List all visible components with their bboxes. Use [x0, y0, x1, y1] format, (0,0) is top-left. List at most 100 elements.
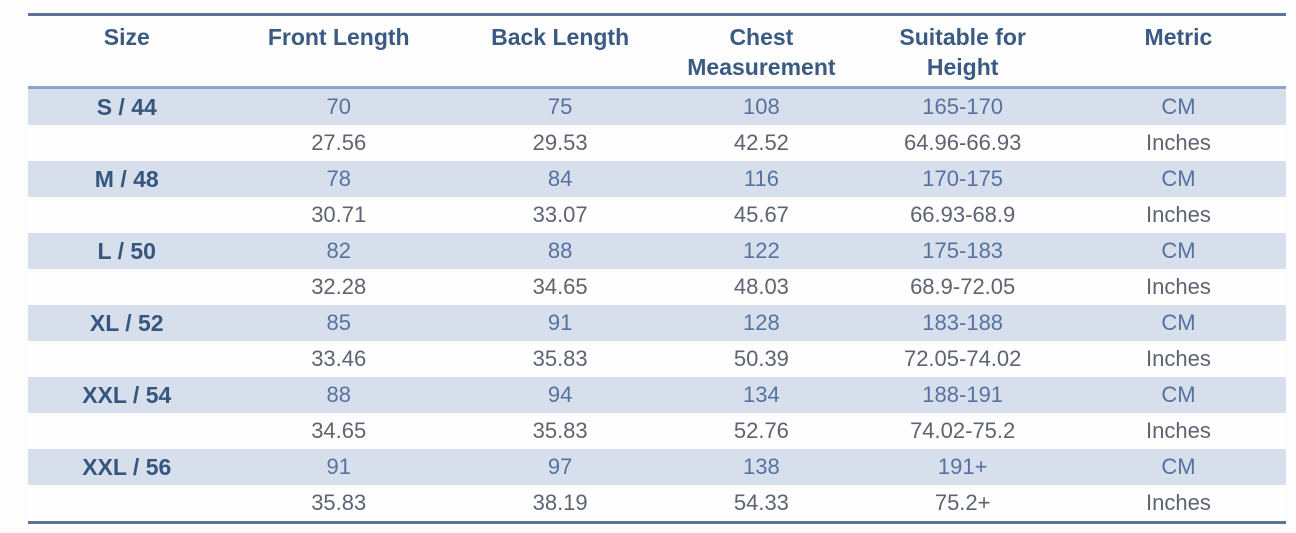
table-row: XXL / 54 88 94 134 188-191 CM: [28, 377, 1286, 413]
back-cell: 94: [547, 382, 573, 407]
metric-cell: CM: [1161, 166, 1196, 191]
size-cell: XXL / 56: [82, 453, 172, 480]
chest-cell: 50.39: [733, 346, 789, 371]
col-header-front-length: Front Length: [225, 16, 452, 89]
table-row: 30.71 33.07 45.67 66.93-68.9 Inches: [28, 197, 1286, 233]
front-cell: 34.65: [311, 418, 367, 443]
front-cell: 30.71: [311, 202, 367, 227]
table-row: XXL / 56 91 97 138 191+ CM: [28, 449, 1286, 485]
size-cell: XXL / 54: [82, 381, 172, 408]
size-cell: [28, 125, 226, 161]
back-cell: 91: [547, 310, 573, 335]
metric-cell: Inches: [1146, 274, 1211, 299]
table-row: S / 44 70 75 108 165-170 CM: [28, 87, 1286, 125]
height-cell: 68.9-72.05: [910, 274, 1016, 299]
col-header-size: Size: [28, 16, 226, 89]
col-header-suitable-for-height: Suitable for Height: [854, 16, 1071, 89]
metric-cell: Inches: [1146, 202, 1211, 227]
front-cell: 78: [326, 166, 351, 191]
front-cell: 32.28: [311, 274, 367, 299]
height-cell: 191+: [937, 454, 988, 479]
back-cell: 29.53: [532, 130, 588, 155]
size-cell: [28, 197, 226, 233]
chest-cell: 42.52: [733, 130, 789, 155]
table-row: 27.56 29.53 42.52 64.96-66.93 Inches: [28, 125, 1286, 161]
size-cell: L / 50: [97, 237, 156, 264]
metric-cell: CM: [1161, 94, 1196, 119]
metric-cell: Inches: [1146, 130, 1211, 155]
metric-cell: CM: [1161, 382, 1196, 407]
front-cell: 91: [326, 454, 351, 479]
chest-cell: 122: [743, 238, 780, 263]
table-row: 32.28 34.65 48.03 68.9-72.05 Inches: [28, 269, 1286, 305]
front-cell: 85: [326, 310, 351, 335]
size-chart: Size Front Length Back Length Chest Meas…: [28, 13, 1286, 524]
height-cell: 183-188: [922, 310, 1004, 335]
table-row: 34.65 35.83 52.76 74.02-75.2 Inches: [28, 413, 1286, 449]
height-cell: 170-175: [922, 166, 1004, 191]
back-cell: 38.19: [532, 490, 588, 515]
metric-cell: CM: [1161, 238, 1196, 263]
size-cell: XL / 52: [89, 309, 164, 336]
back-cell: 34.65: [532, 274, 588, 299]
back-cell: 33.07: [532, 202, 588, 227]
table-row: M / 48 78 84 116 170-175 CM: [28, 161, 1286, 197]
height-cell: 165-170: [922, 94, 1004, 119]
chest-cell: 134: [743, 382, 780, 407]
back-cell: 88: [547, 238, 573, 263]
chest-cell: 45.67: [733, 202, 789, 227]
front-cell: 27.56: [311, 130, 367, 155]
front-cell: 88: [326, 382, 351, 407]
table-header: Size Front Length Back Length Chest Meas…: [28, 16, 1286, 89]
height-cell: 75.2+: [934, 490, 991, 515]
chest-cell: 48.03: [733, 274, 789, 299]
size-cell: S / 44: [96, 93, 157, 120]
size-table-body: S / 44 70 75 108 165-170 CM 27.56 29.53 42.52 64.…: [28, 87, 1286, 521]
table-row: 33.46 35.83 50.39 72.05-74.02 Inches: [28, 341, 1286, 377]
col-header-suitable-for-height-label: Suitable for Height: [899, 24, 1026, 80]
height-cell: 72.05-74.02: [903, 346, 1022, 371]
back-cell: 84: [547, 166, 573, 191]
height-cell: 66.93-68.9: [910, 202, 1016, 227]
size-cell: [28, 485, 226, 521]
chest-cell: 116: [743, 166, 779, 191]
top-rule: [28, 13, 1286, 16]
table-row: L / 50 82 88 122 175-183 CM: [28, 233, 1286, 269]
size-table: Size Front Length Back Length Chest Meas…: [28, 16, 1286, 521]
metric-cell: Inches: [1146, 418, 1211, 443]
height-cell: 64.96-66.93: [903, 130, 1022, 155]
size-cell: [28, 341, 226, 377]
col-header-back-length: Back Length: [451, 16, 669, 89]
back-cell: 75: [547, 94, 573, 119]
header-row: Size Front Length Back Length Chest Meas…: [28, 16, 1286, 89]
metric-cell: CM: [1161, 310, 1196, 335]
table-row: XL / 52 85 91 128 183-188 CM: [28, 305, 1286, 341]
height-cell: 175-183: [922, 238, 1004, 263]
metric-cell: Inches: [1146, 346, 1211, 371]
col-header-chest-measurement: Chest Measurement: [668, 16, 855, 89]
col-header-metric: Metric: [1070, 16, 1286, 89]
chest-cell: 52.76: [733, 418, 789, 443]
chest-cell: 108: [743, 94, 780, 119]
front-cell: 33.46: [311, 346, 367, 371]
front-cell: 70: [326, 94, 351, 119]
chest-cell: 54.33: [733, 490, 789, 515]
table-row: 35.83 38.19 54.33 75.2+ Inches: [28, 485, 1286, 521]
height-cell: 74.02-75.2: [910, 418, 1016, 443]
back-cell: 97: [547, 454, 573, 479]
chest-cell: 128: [743, 310, 780, 335]
front-cell: 82: [326, 238, 351, 263]
height-cell: 188-191: [922, 382, 1004, 407]
size-cell: M / 48: [94, 165, 159, 192]
bottom-rule: [28, 521, 1286, 524]
front-cell: 35.83: [311, 490, 367, 515]
metric-cell: CM: [1161, 454, 1196, 479]
size-cell: [28, 269, 226, 305]
chest-cell: 138: [743, 454, 780, 479]
metric-cell: Inches: [1146, 490, 1211, 515]
back-cell: 35.83: [532, 346, 588, 371]
size-cell: [28, 413, 226, 449]
back-cell: 35.83: [532, 418, 588, 443]
col-header-chest-measurement-label: Chest Measurement: [687, 24, 836, 80]
